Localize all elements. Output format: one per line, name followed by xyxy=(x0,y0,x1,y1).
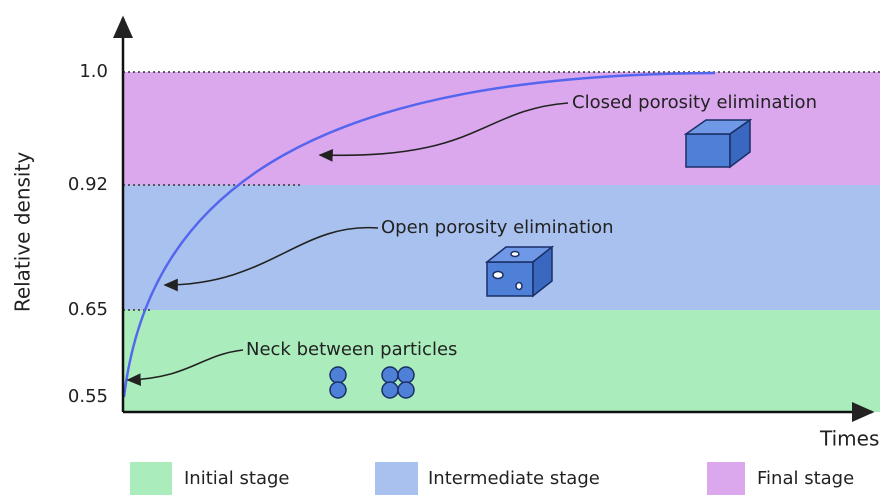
y-tick: 0.55 xyxy=(68,386,108,407)
y-label: Relative density xyxy=(11,152,35,313)
density-curve xyxy=(122,71,716,398)
legend-label: Intermediate stage xyxy=(428,468,600,489)
cube-open xyxy=(484,245,555,298)
annotation: Closed porosity elimination xyxy=(572,92,817,113)
annotation: Neck between particles xyxy=(246,339,457,360)
arrows xyxy=(126,102,569,386)
final-band xyxy=(123,72,880,185)
legend-label: Initial stage xyxy=(184,468,290,489)
guides xyxy=(123,71,880,311)
y-tick: 0.92 xyxy=(68,174,108,195)
x-label: Times xyxy=(819,427,879,451)
legend-label: Final stage xyxy=(757,468,854,489)
cube-closed xyxy=(683,118,753,169)
y-tick: 0.65 xyxy=(68,299,108,320)
initial-band xyxy=(123,310,880,412)
annotation: Open porosity elimination xyxy=(381,217,614,238)
legend-swatch xyxy=(375,462,418,495)
y-tick: 1.0 xyxy=(79,61,108,82)
legend-swatch xyxy=(130,462,172,495)
legend-swatch xyxy=(707,462,745,495)
particles xyxy=(329,366,415,399)
